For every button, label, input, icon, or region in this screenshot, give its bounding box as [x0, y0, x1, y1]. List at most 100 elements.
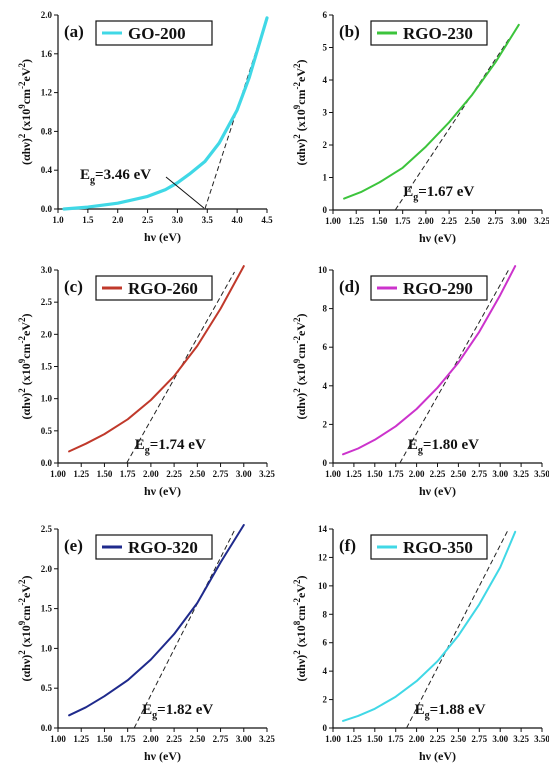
x-tick-label: 2.50 [189, 469, 205, 479]
x-tick-label: 2.25 [441, 216, 457, 226]
x-tick-label: 1.75 [388, 469, 404, 479]
y-tick-label: 3 [323, 108, 328, 118]
y-tick-label: 2 [323, 419, 328, 429]
legend-label: RGO-320 [128, 538, 198, 557]
data-series-line [342, 530, 517, 722]
x-tick-label: 1.00 [325, 734, 341, 744]
panel-label: (e) [64, 536, 83, 555]
y-tick-label: 2.5 [41, 524, 53, 534]
eg-annotation: Eg=3.46 eV [80, 167, 151, 186]
x-tick-label: 1.25 [346, 734, 362, 744]
x-tick-label: 1.25 [346, 469, 362, 479]
x-tick-label: 2.50 [451, 469, 467, 479]
x-axis-label: hν (eV) [419, 484, 456, 498]
tangent-fit-line [126, 271, 235, 464]
x-tick-label: 3.00 [236, 734, 252, 744]
data-series-line [62, 16, 269, 211]
x-tick-label: 2.0 [112, 215, 124, 225]
y-tick-label: 1.5 [41, 604, 53, 614]
eg-annotation: Eg=1.74 eV [135, 437, 206, 456]
x-tick-label: 2.25 [166, 469, 182, 479]
x-tick-label: 1.25 [73, 469, 89, 479]
x-tick-label: 3.25 [259, 469, 275, 479]
panel-label: (b) [339, 22, 360, 41]
x-tick-label: 2.00 [409, 734, 425, 744]
x-tick-label: 1.50 [372, 216, 388, 226]
x-tick-label: 2.25 [430, 469, 446, 479]
y-tick-label: 0 [323, 723, 328, 733]
x-tick-label: 1.00 [325, 216, 341, 226]
x-tick-label: 1.50 [97, 469, 113, 479]
x-axis-label: hν (eV) [144, 484, 181, 498]
x-tick-label: 2.50 [451, 734, 467, 744]
x-tick-label: 2.00 [409, 469, 425, 479]
x-tick-label: 3.0 [172, 215, 184, 225]
x-tick-label: 3.25 [534, 216, 549, 226]
legend-label: RGO-230 [403, 24, 473, 43]
x-tick-label: 2.25 [430, 734, 446, 744]
y-tick-label: 4 [323, 666, 328, 676]
y-tick-label: 2.0 [41, 329, 53, 339]
y-tick-label: 0.0 [41, 723, 53, 733]
y-tick-label: 2.0 [41, 10, 53, 20]
y-axis-label: (αhν)2 (x108cm-2eV2) [292, 575, 308, 681]
x-tick-label: 3.50 [534, 734, 549, 744]
y-axis-label: (αhν)2 (x109cm-2eV2) [292, 59, 308, 165]
x-tick-label: 3.25 [513, 734, 529, 744]
y-tick-label: 2.0 [41, 564, 53, 574]
y-axis-label: (αhν)2 (x109cm-2eV2) [17, 313, 33, 419]
y-tick-label: 1.6 [41, 49, 53, 59]
chart-panel-6: 1.00 1.25 1.50 1.75 2.00 2.25 2.50 2.75 3.00 3.25… [292, 524, 549, 763]
y-tick-label: 0.8 [41, 126, 53, 136]
x-tick-label: 1.25 [348, 216, 364, 226]
x-tick-label: 2.50 [189, 734, 205, 744]
eg-annotation: Eg=1.88 eV [415, 702, 486, 721]
x-tick-label: 2.75 [213, 734, 229, 744]
data-series-line [68, 265, 245, 453]
panel-label: (a) [64, 22, 84, 41]
data-series-line [68, 524, 245, 717]
chart-panel-5: 1.00 1.25 1.50 1.75 2.00 2.25 2.50 2.75 3.00 3.25… [17, 524, 275, 763]
data-series-line [342, 265, 517, 456]
x-tick-label: 1.50 [367, 734, 383, 744]
x-tick-label: 1.00 [50, 469, 66, 479]
y-tick-label: 10 [318, 581, 328, 591]
y-tick-label: 0.4 [41, 165, 53, 175]
x-axis-label: hν (eV) [419, 749, 456, 763]
y-tick-label: 8 [323, 304, 328, 314]
x-tick-label: 2.50 [464, 216, 480, 226]
x-tick-label: 3.5 [202, 215, 214, 225]
chart-panel-2: 1.00 1.25 1.50 1.75 2.00 2.25 2.50 2.75 3.00 3.25… [292, 10, 549, 245]
x-tick-label: 1.75 [388, 734, 404, 744]
y-tick-label: 1.2 [41, 88, 53, 98]
x-tick-label: 2.75 [488, 216, 504, 226]
eg-annotation: Eg=1.80 eV [408, 437, 479, 456]
x-axis-label: hν (eV) [144, 230, 181, 244]
panel-label: (f) [339, 536, 356, 555]
x-tick-label: 3.00 [492, 734, 508, 744]
y-tick-label: 3.0 [41, 265, 53, 275]
x-tick-label: 3.00 [492, 469, 508, 479]
y-tick-label: 5 [323, 43, 328, 53]
y-tick-label: 12 [318, 552, 328, 562]
y-tick-label: 4 [323, 381, 328, 391]
x-axis-label: hν (eV) [144, 749, 181, 763]
eg-annotation: Eg=1.67 eV [403, 184, 474, 203]
x-tick-label: 3.00 [236, 469, 252, 479]
y-tick-label: 0.0 [41, 204, 53, 214]
x-tick-label: 2.25 [166, 734, 182, 744]
y-tick-label: 0.0 [41, 458, 53, 468]
panel-label: (d) [339, 277, 360, 296]
y-tick-label: 2 [323, 140, 328, 150]
y-tick-label: 2 [323, 695, 328, 705]
x-tick-label: 3.50 [534, 469, 549, 479]
eg-pointer-line [165, 176, 205, 209]
x-tick-label: 1.25 [73, 734, 89, 744]
y-tick-label: 1.5 [41, 362, 53, 372]
x-tick-label: 1.50 [97, 734, 113, 744]
x-axis-label: hν (eV) [419, 231, 456, 245]
x-tick-label: 2.5 [142, 215, 154, 225]
chart-panel-1: 1.0 1.5 2.0 2.5 3.0 3.5 4.0 4.5 0.0 0.4 0.8 1.2 1.6 2… [17, 10, 273, 244]
x-tick-label: 1.00 [325, 469, 341, 479]
y-tick-label: 0.5 [41, 683, 53, 693]
